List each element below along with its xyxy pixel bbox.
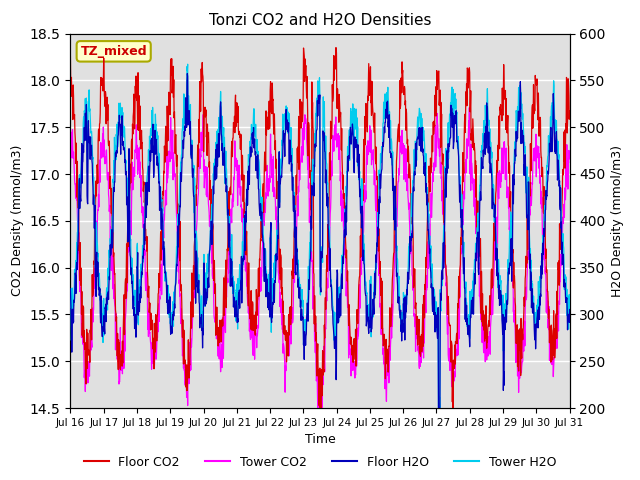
Y-axis label: H2O Density (mmol/m3): H2O Density (mmol/m3) — [611, 145, 624, 297]
Legend: Floor CO2, Tower CO2, Floor H2O, Tower H2O: Floor CO2, Tower CO2, Floor H2O, Tower H… — [79, 451, 561, 474]
Title: Tonzi CO2 and H2O Densities: Tonzi CO2 and H2O Densities — [209, 13, 431, 28]
Y-axis label: CO2 Density (mmol/m3): CO2 Density (mmol/m3) — [12, 145, 24, 297]
Text: TZ_mixed: TZ_mixed — [81, 45, 147, 58]
X-axis label: Time: Time — [305, 433, 335, 446]
